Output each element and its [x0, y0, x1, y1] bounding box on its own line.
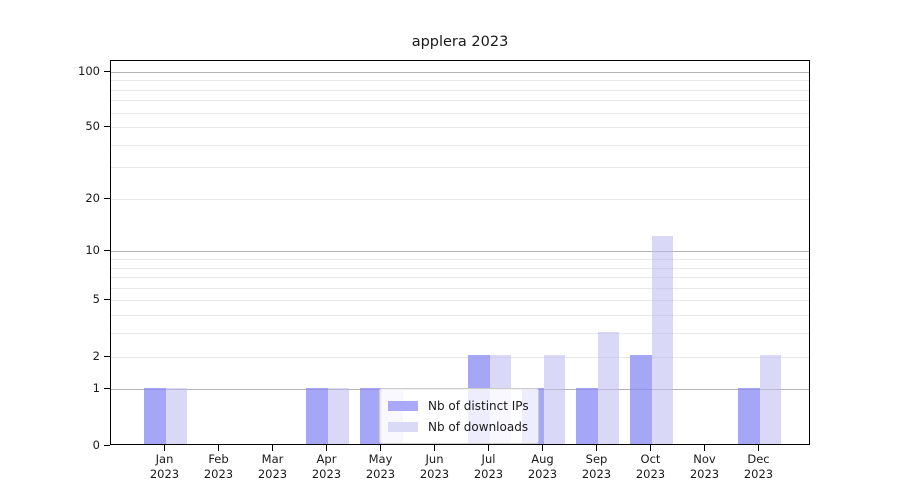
chart-title: applera 2023	[411, 34, 509, 50]
x-tick-mark	[272, 445, 273, 451]
x-tick-label: Oct 2023	[635, 452, 666, 481]
x-tick-mark	[164, 445, 165, 451]
bar-distinct-ips	[738, 387, 760, 444]
x-tick-mark	[434, 445, 435, 451]
x-tick-label: Apr 2023	[311, 452, 342, 481]
minor-gridline	[111, 333, 809, 335]
minor-gridline	[111, 267, 809, 269]
minor-gridline	[111, 112, 809, 114]
y-tick-mark	[104, 299, 110, 301]
minor-gridline	[111, 127, 809, 129]
x-tick-mark	[542, 445, 543, 451]
y-tick-label: 2	[92, 348, 100, 363]
bar-downloads	[327, 387, 349, 444]
x-tick-label: Nov 2023	[689, 452, 720, 481]
legend-swatch-distinct-ips	[388, 400, 418, 411]
minor-gridline	[111, 356, 809, 358]
y-tick-mark	[104, 388, 110, 390]
x-tick-label: Dec 2023	[743, 452, 774, 481]
y-tick-label: 10	[85, 243, 100, 258]
x-tick-mark	[704, 445, 705, 451]
minor-gridline	[111, 259, 809, 260]
bar-downloads	[759, 355, 781, 444]
y-tick-mark	[104, 126, 110, 128]
bar-downloads	[597, 331, 619, 444]
plot-area	[110, 60, 810, 445]
legend-item-distinct-ips: Nb of distinct IPs	[388, 395, 529, 416]
bar-distinct-ips	[306, 387, 328, 444]
bar-distinct-ips	[630, 355, 652, 444]
minor-gridline	[111, 287, 809, 289]
major-gridline	[111, 251, 809, 253]
minor-gridline	[111, 89, 809, 91]
minor-gridline	[111, 167, 809, 169]
y-tick-label: 0	[92, 437, 100, 452]
bar-downloads	[165, 387, 187, 444]
x-tick-label: Jun 2023	[419, 452, 450, 481]
x-tick-label: Jan 2023	[149, 452, 180, 481]
x-tick-mark	[218, 445, 219, 451]
y-tick-mark	[104, 197, 110, 199]
minor-gridline	[111, 315, 809, 317]
bar-downloads	[651, 236, 673, 444]
legend-swatch-downloads	[388, 421, 418, 432]
y-tick-mark	[104, 250, 110, 252]
y-tick-label: 50	[85, 119, 100, 134]
minor-gridline	[111, 100, 809, 102]
minor-gridline	[111, 144, 809, 146]
bar-distinct-ips	[144, 387, 166, 444]
x-tick-mark	[380, 445, 381, 451]
x-tick-mark	[596, 445, 597, 451]
legend: Nb of distinct IPs Nb of downloads	[379, 388, 539, 444]
y-tick-mark	[104, 355, 110, 357]
y-tick-label: 20	[85, 190, 100, 205]
minor-gridline	[111, 277, 809, 279]
x-tick-mark	[488, 445, 489, 451]
y-tick-label: 5	[92, 292, 100, 307]
x-tick-label: Aug 2023	[527, 452, 558, 481]
x-tick-mark	[326, 445, 327, 451]
minor-gridline	[111, 80, 809, 82]
x-tick-label: May 2023	[365, 452, 396, 481]
bar-downloads	[543, 355, 565, 444]
y-tick-mark	[104, 444, 110, 446]
minor-gridline	[111, 300, 809, 302]
x-tick-label: Jul 2023	[473, 452, 504, 481]
legend-label-distinct-ips: Nb of distinct IPs	[428, 398, 529, 413]
major-gridline	[111, 71, 809, 73]
x-tick-label: Sep 2023	[581, 452, 612, 481]
x-tick-label: Feb 2023	[203, 452, 234, 481]
x-tick-mark	[758, 445, 759, 451]
bar-distinct-ips	[360, 387, 382, 444]
y-tick-label: 100	[78, 63, 100, 78]
y-tick-label: 1	[92, 381, 100, 396]
legend-label-downloads: Nb of downloads	[428, 419, 529, 434]
legend-item-downloads: Nb of downloads	[388, 416, 529, 437]
x-tick-label: Mar 2023	[257, 452, 288, 481]
minor-gridline	[111, 198, 809, 200]
bar-distinct-ips	[576, 387, 598, 444]
y-tick-mark	[104, 70, 110, 72]
x-tick-mark	[650, 445, 651, 451]
